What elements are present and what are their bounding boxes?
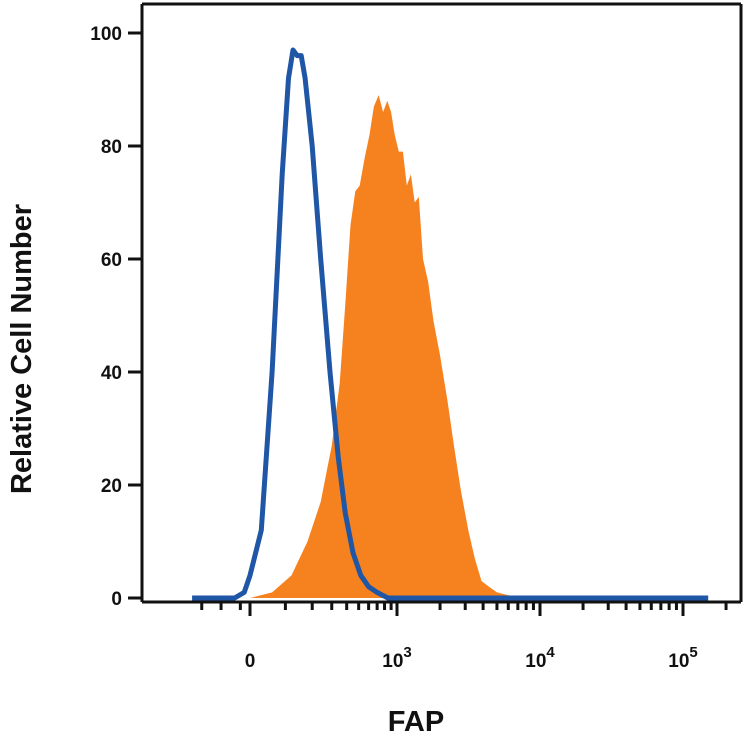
x-tick-label: 104 (525, 644, 555, 672)
y-tick-label: 100 (90, 24, 122, 45)
x-tick-label: 0 (245, 651, 256, 672)
x-tick-label: 103 (382, 644, 411, 672)
x-axis-title: FAP (388, 706, 444, 738)
y-tick-label: 20 (101, 476, 122, 497)
y-ticks: 0 20 40 60 80 100 (90, 24, 142, 610)
series-outline-line (192, 47, 709, 601)
y-axis-title: Relative Cell Number (6, 204, 38, 494)
y-tick-label: 0 (111, 589, 122, 610)
x-ticks: 0 103 104 105 (200, 602, 728, 672)
y-tick-label: 40 (101, 363, 122, 384)
x-tick-label: 105 (668, 644, 697, 672)
series-layer (192, 47, 709, 601)
y-tick-label: 60 (101, 250, 122, 271)
y-tick-label: 80 (101, 137, 122, 158)
series-filled-area (192, 95, 709, 598)
